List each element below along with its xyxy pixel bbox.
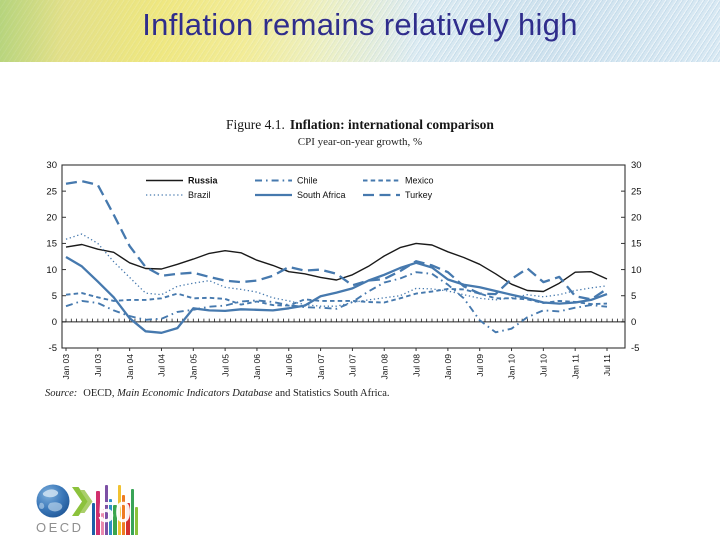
y-axis-label-left: 5 xyxy=(52,291,57,302)
figure-subtitle: CPI year-on-year growth, % xyxy=(297,136,423,148)
slide-title: Inflation remains relatively high xyxy=(142,7,578,42)
y-axis-label-right: 30 xyxy=(631,160,642,171)
x-axis-label: Jul 11 xyxy=(602,354,612,376)
y-axis-label-right: 10 xyxy=(631,265,642,276)
legend-label-turkey: Turkey xyxy=(405,190,433,200)
x-axis-label: Jul 04 xyxy=(157,354,167,377)
x-axis-label: Jul 06 xyxy=(284,354,294,377)
x-axis-label: Jan 10 xyxy=(507,354,517,380)
oecd-50-bar xyxy=(92,503,96,535)
x-axis-label: Jul 05 xyxy=(220,354,230,377)
x-axis-label: Jan 08 xyxy=(379,354,389,380)
line-chart: -5 -5 0 0 5 5 10 10 15 15 20 20 25 25 30 30 Jan 03 Jul 03… xyxy=(46,160,642,380)
y-axis-label-left: 10 xyxy=(46,265,57,276)
x-axis-label: Jul 08 xyxy=(411,354,421,377)
x-axis-label: Jan 04 xyxy=(125,354,135,380)
source-text-3: and Statistics South Africa. xyxy=(275,388,390,399)
oecd-wordmark: OECD xyxy=(36,520,84,535)
y-axis-label-left: 15 xyxy=(46,239,57,250)
x-axis-label: Jan 03 xyxy=(61,354,71,380)
y-axis-label-left: 20 xyxy=(46,212,57,223)
x-axis-label: Jan 07 xyxy=(316,354,326,380)
figure-title: Figure 4.1. Inflation: international comp… xyxy=(16,117,704,133)
oecd-50-bar xyxy=(109,499,113,535)
series-line-brazil xyxy=(65,233,608,307)
oecd-50-bar xyxy=(117,485,122,535)
y-axis-label-right: 5 xyxy=(631,291,636,302)
figure-title-text: Inflation: international comparison xyxy=(289,117,494,132)
source-text-1: OECD, xyxy=(83,388,115,399)
legend-label-brazil: Brazil xyxy=(188,190,211,200)
x-axis-label: Jan 09 xyxy=(443,354,453,380)
legend-label-chile: Chile xyxy=(297,176,318,186)
y-axis-label-right: 15 xyxy=(631,239,642,250)
oecd-50-number: 50 xyxy=(97,497,133,529)
source-label: Source: xyxy=(45,388,78,399)
y-axis-label-right: 0 xyxy=(631,317,636,328)
y-axis-label-left: -5 xyxy=(49,343,57,354)
oecd-50-bars xyxy=(92,483,142,535)
y-axis-label-right: 20 xyxy=(631,212,642,223)
oecd-50-bar xyxy=(96,491,100,535)
y-axis-label-right: 25 xyxy=(631,186,642,197)
y-axis-label-right: -5 xyxy=(631,343,639,354)
header-stripe-pattern xyxy=(0,0,720,62)
oecd-50-bar xyxy=(113,505,117,535)
series-line-chile xyxy=(65,271,608,334)
series-line-turkey xyxy=(65,180,608,301)
oecd-50-bar xyxy=(126,503,130,535)
oecd-50-bar xyxy=(134,507,139,535)
x-axis-label: Jul 03 xyxy=(93,354,103,377)
x-axis-label: Jan 06 xyxy=(252,354,262,380)
figure-number: Figure 4.1. xyxy=(226,117,285,132)
x-axis-label: Jul 07 xyxy=(348,354,358,377)
legend-label-mexico: Mexico xyxy=(405,176,434,186)
x-axis-label: Jul 09 xyxy=(475,354,485,377)
series-line-russia xyxy=(65,242,608,293)
source-text-2: Main Economic Indicators Database xyxy=(117,388,273,399)
y-axis-label-left: 0 xyxy=(52,317,57,328)
x-axis-label: Jan 05 xyxy=(188,354,198,380)
y-axis-label-left: 25 xyxy=(46,186,57,197)
slide-header: Inflation remains relatively high xyxy=(0,0,720,62)
oecd-50-bar xyxy=(104,485,109,535)
x-axis-label: Jul 10 xyxy=(539,354,549,377)
oecd-globe-icon xyxy=(36,484,93,518)
series-line-south-africa xyxy=(65,256,608,334)
y-axis-label-left: 30 xyxy=(46,160,57,171)
x-axis-label: Jan 11 xyxy=(570,354,580,379)
legend-label-south-africa: South Africa xyxy=(297,190,346,200)
oecd-50-bar xyxy=(122,495,126,535)
oecd-50-bar xyxy=(130,489,134,535)
source-note: Source: OECD, Main Economic Indicators Da… xyxy=(45,388,390,399)
oecd-50-bar xyxy=(100,509,104,535)
oecd-logo: OECD 50 xyxy=(36,483,142,537)
plot-frame xyxy=(61,164,626,349)
legend-label-russia: Russia xyxy=(188,176,219,186)
